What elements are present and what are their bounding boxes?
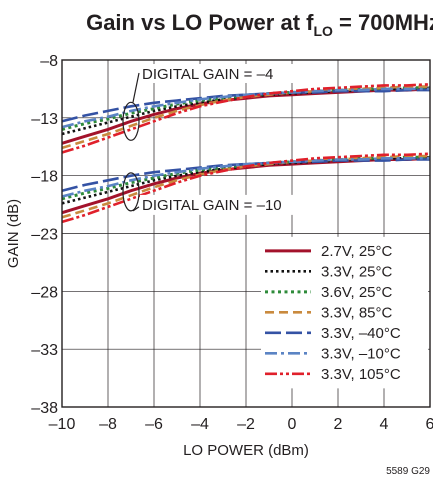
x-tick-label: –2 bbox=[237, 416, 255, 433]
chart-title-suffix: = 700MHz bbox=[333, 10, 433, 35]
series-line-gain4-6 bbox=[61, 83, 431, 154]
chart-title-prefix: Gain vs LO Power at f bbox=[86, 10, 314, 35]
plot-frame bbox=[61, 59, 431, 408]
y-tick-label: –28 bbox=[31, 284, 58, 301]
legend-label: 3.6V, 25°C bbox=[321, 284, 392, 301]
annotation-digital-gain-10: DIGITAL GAIN = –10 bbox=[142, 197, 282, 214]
chart-title: Gain vs LO Power at fLO = 700MHz bbox=[86, 10, 433, 39]
series-line-gain4-4 bbox=[61, 88, 430, 123]
annotations: DIGITAL GAIN = –4 DIGITAL GAIN = –10 bbox=[122, 64, 303, 215]
series-line-gain10-6 bbox=[61, 152, 431, 224]
annotation-ellipse bbox=[122, 101, 140, 141]
series-line-gain10-5 bbox=[61, 157, 430, 198]
legend-label: 3.3V, –40°C bbox=[321, 325, 401, 342]
axis-ticks: –10 –8 –6 –4 –2 0 2 4 6 –8 –13 –18 –23 –28 –33 –38 bbox=[31, 53, 433, 433]
legend: 2.7V, 25°C 3.3V, 25°C 3.6V, 25°C 3.3V, 85°C… bbox=[261, 236, 428, 389]
y-tick-label: –23 bbox=[31, 227, 58, 244]
y-axis-label: GAIN (dB) bbox=[5, 199, 22, 268]
annotation-ellipse bbox=[122, 172, 140, 212]
x-tick-label: –4 bbox=[191, 416, 209, 433]
chart-title-subscript: LO bbox=[313, 23, 333, 39]
annotation-leader bbox=[132, 206, 140, 212]
annotation-digital-gain-4: DIGITAL GAIN = –4 bbox=[142, 66, 273, 83]
x-axis-label: LO POWER (dBm) bbox=[183, 442, 309, 459]
y-tick-label: –8 bbox=[40, 53, 58, 70]
legend-label: 3.3V, 25°C bbox=[321, 263, 392, 280]
annotation-background bbox=[140, 194, 303, 215]
x-tick-label: –6 bbox=[145, 416, 163, 433]
y-tick-label: –18 bbox=[31, 169, 58, 186]
figure-id: 5589 G29 bbox=[386, 466, 430, 477]
legend-label: 3.3V, 85°C bbox=[321, 304, 392, 321]
legend-label: 3.3V, –10°C bbox=[321, 345, 401, 362]
x-tick-label: 2 bbox=[334, 416, 343, 433]
x-tick-label: 0 bbox=[288, 416, 297, 433]
x-tick-label: –8 bbox=[99, 416, 117, 433]
x-tick-label: –10 bbox=[49, 416, 76, 433]
y-tick-label: –13 bbox=[31, 111, 58, 128]
y-tick-label: –33 bbox=[31, 342, 58, 359]
x-tick-label: 6 bbox=[426, 416, 433, 433]
legend-label: 3.3V, 105°C bbox=[321, 366, 401, 383]
annotation-leader bbox=[132, 72, 140, 103]
legend-background bbox=[261, 236, 428, 389]
legend-label: 2.7V, 25°C bbox=[321, 243, 392, 260]
x-tick-label: 4 bbox=[380, 416, 389, 433]
y-tick-label: –38 bbox=[31, 400, 58, 417]
series-lines bbox=[61, 83, 431, 224]
annotation-background bbox=[140, 64, 300, 83]
series-line-gain10-4 bbox=[61, 158, 430, 192]
